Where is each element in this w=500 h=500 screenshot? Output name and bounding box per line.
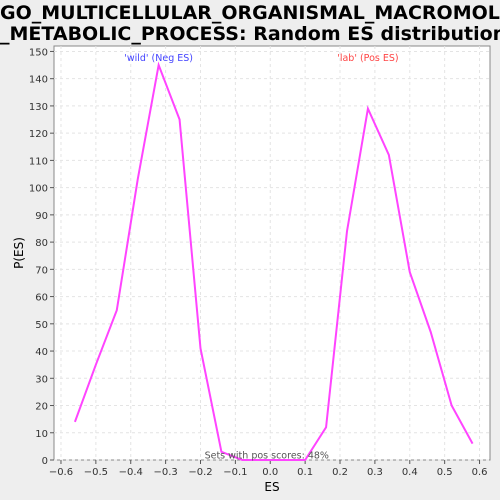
x-tick-label: 0.4 — [402, 467, 418, 478]
y-tick-label: 80 — [35, 238, 48, 249]
chart-title-line-2: _METABOLIC_PROCESS: Random ES distributi… — [0, 23, 500, 45]
y-tick-label: 30 — [35, 374, 48, 385]
annotation-label: Sets with pos scores: 48% — [205, 451, 329, 462]
y-tick-label: 70 — [35, 265, 48, 276]
y-tick-label: 20 — [35, 402, 48, 413]
x-tick-label: −0.4 — [119, 467, 143, 478]
y-axis-label: P(ES) — [12, 237, 26, 269]
y-tick-label: 50 — [35, 320, 48, 331]
x-tick-label: 0.3 — [367, 467, 383, 478]
axis-ticks: 0 10 20 30 40 50 60 70 80 90 100 110 120 130 140 150 −0.… — [29, 47, 488, 478]
x-axis-label: ES — [264, 480, 279, 494]
y-tick-label: 90 — [35, 211, 48, 222]
y-tick-label: 110 — [29, 156, 48, 167]
x-tick-label: −0.3 — [153, 467, 177, 478]
x-tick-label: −0.2 — [188, 467, 212, 478]
x-tick-label: −0.1 — [223, 467, 247, 478]
x-tick-label: 0.5 — [437, 467, 453, 478]
grid-lines — [54, 46, 490, 461]
y-tick-label: 140 — [29, 75, 48, 86]
y-tick-label: 130 — [29, 102, 48, 113]
y-tick-label: 0 — [42, 456, 48, 467]
x-tick-label: 0.6 — [472, 467, 488, 478]
y-tick-label: 100 — [29, 184, 48, 195]
x-tick-label: −0.6 — [49, 467, 73, 478]
x-tick-label: 0.1 — [297, 467, 313, 478]
x-tick-label: 0.2 — [332, 467, 348, 478]
plot-area — [53, 45, 491, 461]
y-tick-label: 120 — [29, 129, 48, 140]
es-distribution-line — [73, 61, 474, 461]
x-tick-label: −0.5 — [84, 467, 108, 478]
annotations: 'wild' (Neg ES) 'lab' (Pos ES) Sets with p… — [124, 53, 398, 462]
annotation-label: 'lab' (Pos ES) — [337, 53, 398, 64]
annotation-label: 'wild' (Neg ES) — [124, 53, 193, 64]
y-tick-label: 60 — [35, 293, 48, 304]
y-tick-label: 150 — [29, 47, 48, 58]
y-tick-label: 10 — [35, 429, 48, 440]
x-tick-label: 0.0 — [262, 467, 278, 478]
y-tick-label: 40 — [35, 347, 48, 358]
chart-title-line-1: GO_MULTICELLULAR_ORGANISMAL_MACROMOLECUL… — [0, 2, 500, 24]
